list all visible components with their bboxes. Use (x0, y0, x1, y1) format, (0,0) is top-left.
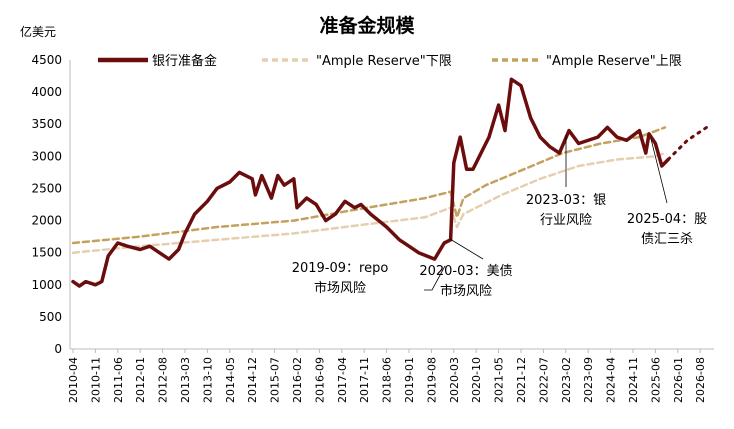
legend-label: 银行准备金 (152, 53, 217, 69)
annotation-leader (650, 138, 668, 204)
x-tick-label: 2019-08 (425, 357, 438, 403)
y-tick-label: 3500 (31, 117, 62, 131)
annotation-leader (424, 265, 446, 291)
legend-label: "Ample Reserve"上限 (546, 54, 682, 69)
x-tick-label: 2015-07 (269, 357, 282, 403)
y-tick-label: 2500 (31, 181, 62, 195)
y-axis-label: 亿美元 (20, 24, 56, 39)
y-tick-label: 4000 (31, 85, 62, 99)
x-tick-label: 2019-01 (403, 357, 416, 403)
x-tick-label: 2023-02 (560, 357, 573, 403)
legend-label: "Ample Reserve"下限 (316, 54, 452, 69)
x-tick-label: 2014-12 (246, 357, 259, 403)
annotation-text: 债汇三杀 (641, 232, 693, 247)
y-tick-label: 500 (39, 310, 62, 324)
y-tick-label: 2000 (31, 214, 62, 228)
annotation-text: 2023-03：银 (526, 193, 606, 208)
series-line-0 (71, 77, 670, 288)
series-line-1 (71, 151, 667, 254)
x-tick-label: 2020-10 (470, 357, 483, 403)
x-tick-label: 2021-05 (493, 357, 506, 403)
x-tick-label: 2021-12 (515, 357, 528, 403)
y-tick-label: 0 (54, 342, 62, 356)
x-tick-label: 2010-04 (67, 357, 80, 403)
series-line-3 (666, 125, 709, 161)
x-tick-label: 2014-05 (224, 357, 237, 403)
x-tick-label: 2012-01 (134, 357, 147, 403)
x-tick-label: 2017-11 (358, 357, 371, 403)
y-tick-label: 1000 (31, 278, 62, 292)
x-tick-label: 2026-08 (694, 357, 707, 403)
annotation-leader (449, 238, 484, 260)
x-tick-label: 2018-06 (381, 357, 394, 403)
x-tick-label: 2025-06 (649, 357, 662, 403)
annotation-text: 2020-03：美债 (419, 264, 512, 279)
x-tick-label: 2020-03 (448, 357, 461, 403)
x-tick-label: 2022-07 (537, 357, 550, 403)
annotation-text: 2019-09：repo (292, 261, 389, 276)
annotation-text: 2025-04：股 (627, 212, 707, 227)
x-tick-label: 2026-01 (672, 357, 685, 403)
x-tick-label: 2023-09 (582, 357, 595, 403)
y-tick-label: 1500 (31, 246, 62, 260)
x-tick-label: 2013-03 (179, 357, 192, 403)
annotation-text: 市场风险 (440, 283, 492, 299)
x-tick-label: 2016-09 (313, 357, 326, 403)
x-tick-label: 2016-02 (291, 357, 304, 403)
annotation-text: 行业风险 (540, 213, 592, 228)
x-tick-label: 2024-04 (605, 357, 618, 403)
x-tick-label: 2024-11 (627, 357, 640, 403)
y-tick-label: 4500 (31, 53, 62, 67)
x-tick-label: 2017-04 (336, 357, 349, 403)
x-tick-label: 2013-10 (201, 357, 214, 403)
chart-title: 准备金规模 (319, 14, 415, 37)
x-tick-label: 2012-08 (157, 357, 170, 403)
x-tick-label: 2011-06 (112, 357, 125, 403)
x-tick-label: 2010-11 (89, 357, 102, 403)
annotation-text: 市场风险 (314, 280, 366, 296)
y-tick-label: 3000 (31, 149, 62, 163)
